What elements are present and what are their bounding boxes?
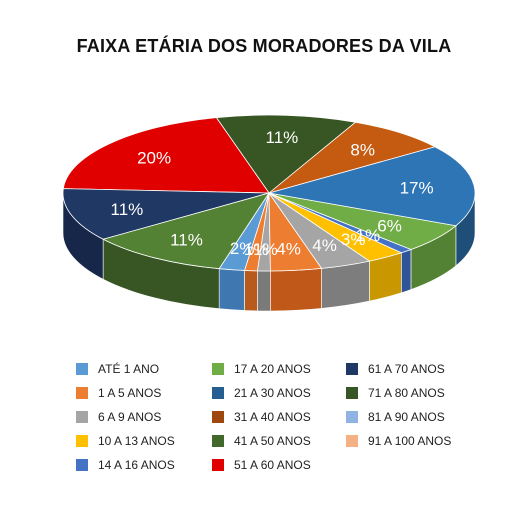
pie-label-10: 11% [266, 128, 299, 147]
legend-swatch-11 [346, 387, 358, 399]
pie-sides [62, 192, 476, 312]
legend-label-12: 81 A 90 ANOS [368, 410, 445, 424]
legend-label-2: 6 A 9 ANOS [98, 410, 162, 424]
legend-swatch-12 [346, 411, 358, 423]
pie-label-9: 8% [350, 141, 375, 160]
pie-chart: 2%1%1%4% 4% 3%1%6%17%8%11%20%11%11% [62, 114, 476, 312]
pie-label-1: 1% [244, 240, 269, 259]
pie-side-6 [401, 249, 412, 294]
legend-label-11: 71 A 80 ANOS [368, 386, 445, 400]
pie-side-2 [257, 270, 271, 312]
legend-label-10: 61 A 70 ANOS [368, 362, 445, 376]
pie-side-1 [244, 270, 258, 312]
pie-slice-8 [268, 146, 476, 227]
pie-label-11: 20% [137, 149, 171, 168]
pie-side-0 [218, 268, 245, 311]
pie-label-8: 17% [400, 178, 434, 197]
pie-slice-13 [102, 192, 270, 270]
legend-swatch-10 [346, 363, 358, 375]
legend-swatch-13 [346, 435, 358, 447]
legend-swatch-0 [76, 363, 88, 375]
pie-label-12: 11% [111, 200, 144, 219]
legend-label-3: 10 A 13 ANOS [98, 434, 175, 448]
pie-labels: 2%1%1%4% 4% 3%1%6%17%8%11%20%11%11% [111, 128, 434, 259]
legend-label-7: 31 A 40 ANOS [234, 410, 311, 424]
pie-side-4 [321, 260, 370, 309]
legend-label-9: 51 A 60 ANOS [234, 458, 311, 472]
pie-label-4: 4% [312, 236, 337, 255]
legend-swatch-6 [212, 387, 224, 399]
legend-swatch-3 [76, 435, 88, 447]
pie-label-2: 1% [253, 240, 278, 259]
legend-swatch-5 [212, 363, 224, 375]
legend-label-8: 41 A 50 ANOS [234, 434, 311, 448]
pie-slice-10 [215, 114, 357, 194]
legend-swatch-7 [212, 411, 224, 423]
legend-label-5: 17 A 20 ANOS [234, 362, 311, 376]
pie-tops [62, 114, 476, 272]
legend-label-4: 14 A 16 ANOS [98, 458, 175, 472]
pie-label-7: 6% [377, 217, 402, 236]
legend-swatch-1 [76, 387, 88, 399]
legend-swatch-8 [212, 435, 224, 447]
legend-swatch-4 [76, 459, 88, 471]
pie-slice-11 [62, 117, 270, 194]
pie-slice-9 [268, 121, 436, 194]
pie-label-0: 2% [230, 239, 255, 258]
legend-label-13: 91 A 100 ANOS [368, 434, 452, 448]
chart-title: FAIXA ETÁRIA DOS MORADORES DA VILA [76, 36, 452, 56]
pie-label-6: 1% [356, 226, 381, 245]
legend-label-6: 21 A 30 ANOS [234, 386, 311, 400]
pie-slice-12 [62, 188, 270, 240]
pie-label-5: 3% [341, 230, 366, 249]
pie-side-3 [270, 268, 322, 312]
legend-swatch-2 [76, 411, 88, 423]
legend-label-1: 1 A 5 ANOS [98, 386, 162, 400]
legend-swatch-9 [212, 459, 224, 471]
pie-label-13: 11% [170, 231, 203, 250]
pie-label-3: 4% [276, 240, 301, 259]
legend-label-0: ATÉ 1 ANO [98, 362, 160, 376]
